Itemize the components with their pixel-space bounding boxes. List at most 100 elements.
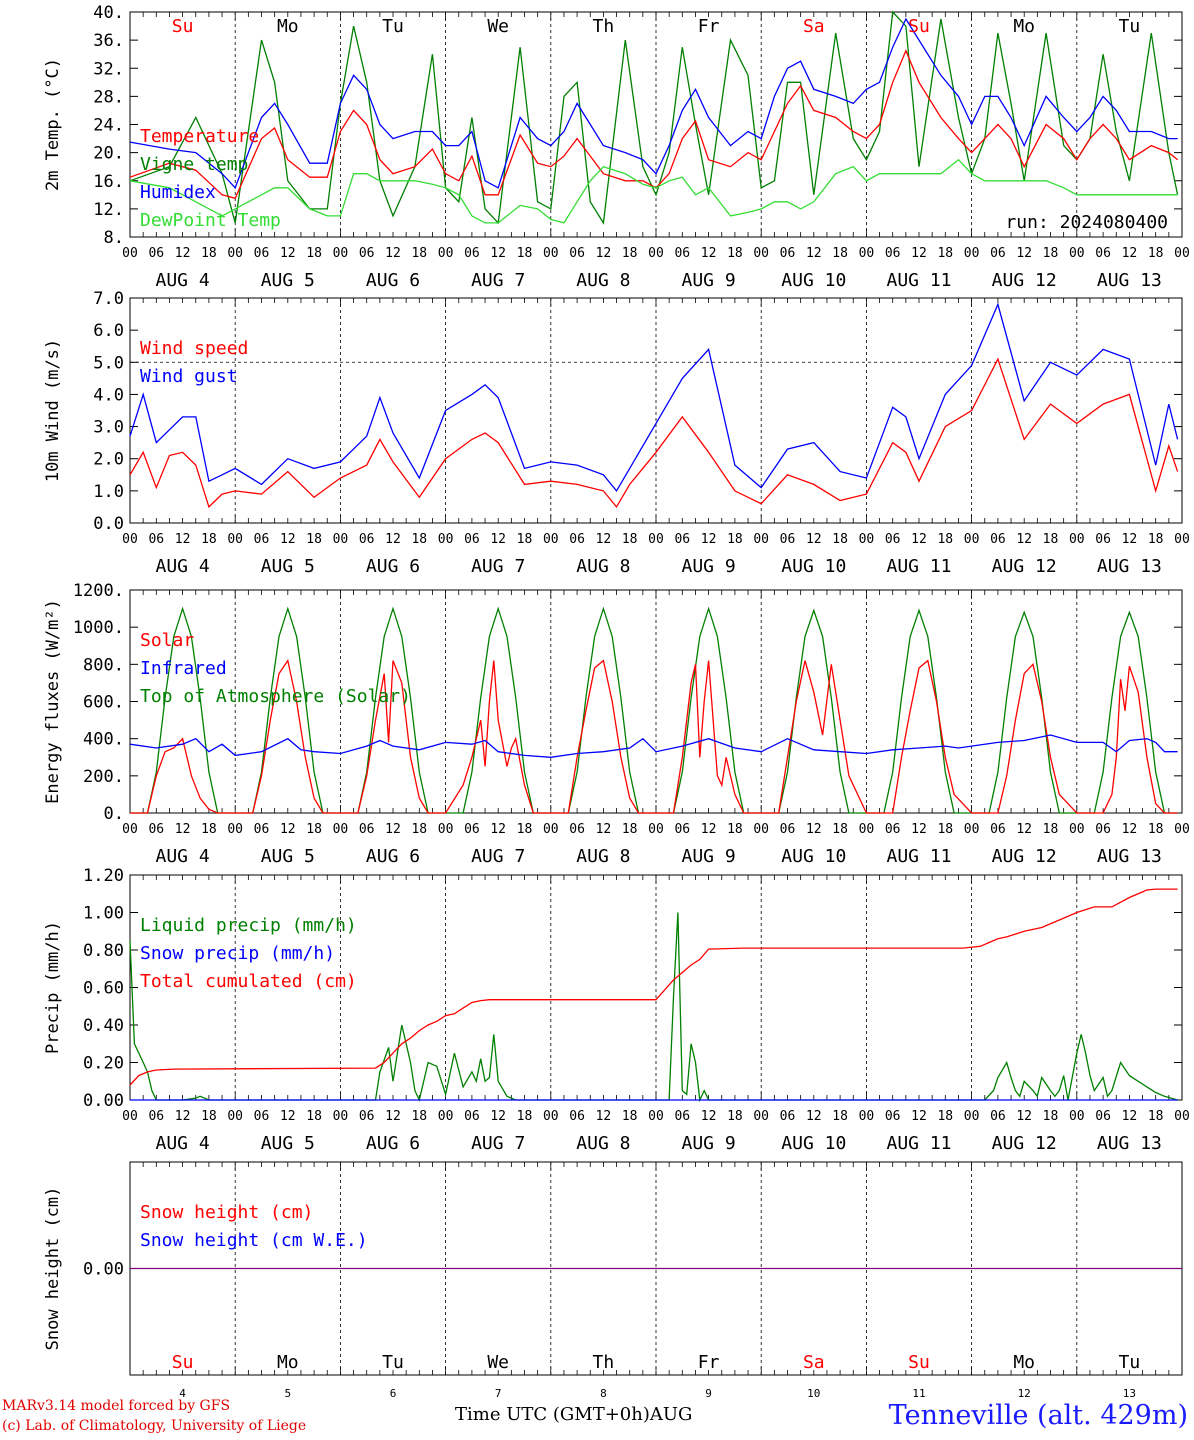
date-label: AUG 10 <box>781 270 846 291</box>
y-tick-label: 2.0 <box>93 450 124 470</box>
weekday-label: Mo <box>277 16 299 37</box>
hour-tick-label: 12 <box>701 532 717 547</box>
hour-tick-label: 00 <box>122 532 138 547</box>
hour-tick-label: 00 <box>438 532 454 547</box>
hour-tick-label: 12 <box>280 532 296 547</box>
hour-tick-label: 12 <box>911 1109 927 1124</box>
y-tick-label: 8. <box>104 228 124 248</box>
date-label: AUG 4 <box>156 846 210 867</box>
legend-entry: Vigne temp <box>140 154 248 175</box>
panel-3: 0. 200. 400. 600. 800. 1000. 1200. Energy fluxe… <box>43 581 1190 867</box>
hour-tick-label: 00 <box>333 822 349 837</box>
hour-tick-label: 06 <box>254 1109 270 1124</box>
hour-tick-label: 00 <box>1069 822 1085 837</box>
hour-tick-label: 12 <box>1122 246 1138 261</box>
y-tick-label: 0.00 <box>83 1091 124 1111</box>
hour-tick-label: 00 <box>333 1109 349 1124</box>
hour-tick-label: 00 <box>648 1109 664 1124</box>
lab-credit: (c) Lab. of Climatology, University of L… <box>2 1418 307 1434</box>
weekday-label: Mo <box>1013 1352 1035 1373</box>
hour-tick-label: 12 <box>911 822 927 837</box>
hour-tick-label: 12 <box>490 1109 506 1124</box>
y-tick-label: 1000. <box>73 618 124 638</box>
hour-tick-label: 06 <box>674 532 690 547</box>
hour-tick-label: 12 <box>1016 822 1032 837</box>
y-tick-label: 0.00 <box>83 1260 124 1280</box>
weekday-label: Mo <box>1013 16 1035 37</box>
hour-tick-label: 12 <box>701 822 717 837</box>
series-wind-gust <box>129 302 1179 493</box>
hour-tick-label: 12 <box>701 1109 717 1124</box>
series-infrared <box>129 734 1178 758</box>
legend-entry: DewPoint Temp <box>140 210 281 231</box>
hour-tick-label: 12 <box>175 1109 191 1124</box>
weekday-label: Sa <box>803 1352 825 1373</box>
y-tick-label: 0.40 <box>83 1016 124 1036</box>
legend-entry: Solar <box>140 630 194 651</box>
hour-tick-label: 18 <box>727 532 743 547</box>
y-tick-label: 600. <box>83 693 124 713</box>
hour-tick-label: 06 <box>674 822 690 837</box>
y-axis-label: Energy fluxes (W/m²) <box>43 599 63 804</box>
hour-tick-label: 00 <box>543 1109 559 1124</box>
date-label: AUG 10 <box>781 1133 846 1154</box>
day-number: 10 <box>807 1387 820 1400</box>
run-label: run: 2024080400 <box>1005 212 1168 233</box>
hour-tick-label: 00 <box>753 822 769 837</box>
hour-tick-label: 12 <box>806 1109 822 1124</box>
hour-tick-label: 00 <box>964 532 980 547</box>
hour-tick-label: 18 <box>306 532 322 547</box>
hour-tick-label: 00 <box>122 1109 138 1124</box>
hour-tick-label: 06 <box>990 822 1006 837</box>
hour-tick-label: 06 <box>780 246 796 261</box>
hour-tick-label: 06 <box>148 532 164 547</box>
hour-tick-label: 18 <box>832 1109 848 1124</box>
date-label: AUG 9 <box>682 1133 736 1154</box>
hour-tick-label: 00 <box>1069 1109 1085 1124</box>
y-tick-label: 6.0 <box>93 321 124 341</box>
hour-tick-label: 00 <box>859 822 875 837</box>
legend-entry: Snow precip (mm/h) <box>140 943 335 964</box>
hour-tick-label: 00 <box>859 532 875 547</box>
y-tick-label: 5.0 <box>93 353 124 373</box>
hour-tick-label: 00 <box>122 822 138 837</box>
hour-tick-label: 06 <box>569 246 585 261</box>
hour-tick-label: 18 <box>832 822 848 837</box>
hour-tick-label: 12 <box>385 246 401 261</box>
hour-tick-label: 00 <box>438 1109 454 1124</box>
hour-tick-label: 18 <box>1043 1109 1059 1124</box>
y-tick-label: 36. <box>93 31 124 51</box>
legend-entry: Infrared <box>140 658 227 679</box>
hour-tick-label: 00 <box>648 532 664 547</box>
date-label: AUG 8 <box>576 556 630 577</box>
date-label: AUG 8 <box>576 846 630 867</box>
y-tick-label: 7.0 <box>93 289 124 309</box>
hour-tick-label: 18 <box>1043 822 1059 837</box>
y-tick-label: 1.00 <box>83 904 124 924</box>
y-tick-label: 12. <box>93 200 124 220</box>
date-label: AUG 6 <box>366 1133 420 1154</box>
hour-tick-label: 00 <box>227 246 243 261</box>
hour-tick-label: 00 <box>438 246 454 261</box>
hour-tick-label: 06 <box>990 246 1006 261</box>
hour-tick-label: 18 <box>1148 1109 1164 1124</box>
hour-tick-label: 00 <box>227 532 243 547</box>
date-label: AUG 5 <box>261 1133 315 1154</box>
hour-tick-label: 18 <box>517 246 533 261</box>
hour-tick-label: 00 <box>1069 246 1085 261</box>
hour-tick-label: 06 <box>148 822 164 837</box>
series-wind-speed <box>129 357 1179 509</box>
hour-tick-label: 18 <box>517 822 533 837</box>
hour-tick-label: 06 <box>464 246 480 261</box>
y-tick-label: 0.0 <box>93 514 124 534</box>
y-tick-label: 1.0 <box>93 482 124 502</box>
hour-tick-label: 00 <box>859 1109 875 1124</box>
hour-tick-label: 12 <box>280 822 296 837</box>
y-tick-label: 20. <box>93 144 124 164</box>
legend-entry: Wind gust <box>140 366 238 387</box>
hour-tick-label: 06 <box>780 1109 796 1124</box>
date-label: AUG 6 <box>366 846 420 867</box>
hour-tick-label: 06 <box>359 1109 375 1124</box>
hour-tick-label: 06 <box>990 1109 1006 1124</box>
hour-tick-label: 18 <box>201 1109 217 1124</box>
